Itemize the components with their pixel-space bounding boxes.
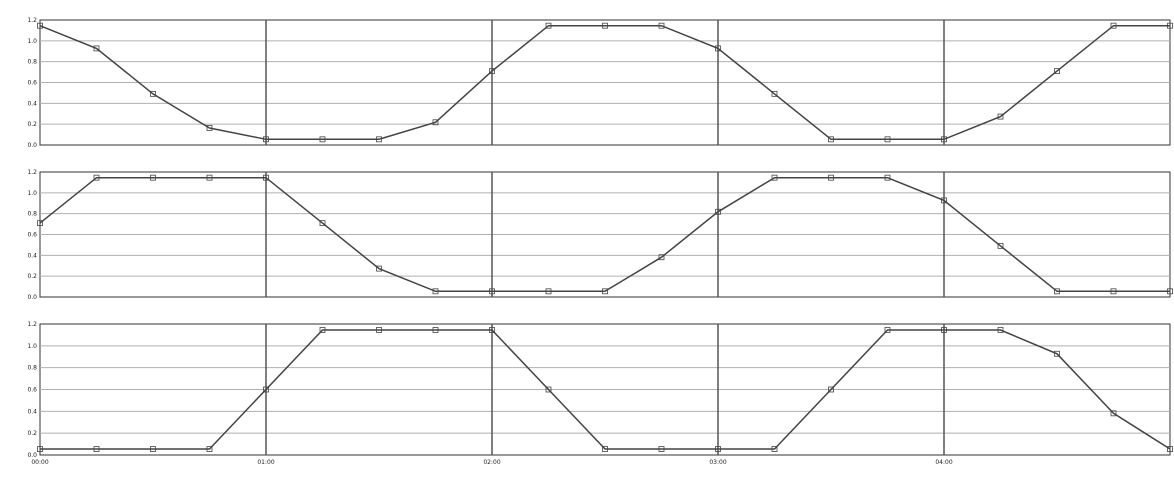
y-tick-label: 0.2 [27,430,37,437]
data-point [206,125,213,131]
data-point [884,136,891,143]
data-point [545,386,552,393]
data-point [263,386,269,393]
data-point [1054,68,1060,75]
y-tick-label: 0.2 [27,273,37,280]
data-point [941,136,947,143]
data-point [828,174,834,181]
data-point [941,197,947,204]
y-tick-label: 0.8 [27,365,37,372]
data-point [545,22,552,29]
y-tick-label: 1.0 [27,343,37,350]
y-tick-label: 0.2 [27,121,37,128]
data-point [432,288,439,295]
chart-panel-1: 1.2 1.0 0.8 0.6 0.4 0.2 0.0 [27,17,1173,149]
y-tick-label: 0.0 [27,142,37,149]
data-point [658,254,665,261]
data-point [376,265,382,272]
data-point [150,446,156,452]
data-point [150,174,156,181]
data-point [206,174,213,181]
data-point [997,113,1004,120]
x-tick-label: 04:00 [935,459,952,466]
x-tick-label: 01:00 [257,459,274,466]
data-point [1167,22,1173,29]
data-point [828,386,834,393]
data-point [602,446,608,452]
data-point [602,22,608,29]
y-tick-label: 0.8 [27,211,37,218]
data-point [884,327,891,333]
data-point [602,288,608,295]
chart-panel-3: 1.2 1.0 0.8 0.6 0.4 0.2 0.0 [27,321,1173,459]
data-point [263,136,269,143]
data-point [263,174,269,181]
y-tick-label: 0.4 [27,252,37,259]
data-point [93,45,100,52]
series-line-1 [39,24,1170,141]
data-point [206,446,213,452]
data-point [432,119,439,126]
y-tick-label: 0.8 [27,59,37,66]
data-point [771,174,778,181]
data-point [884,174,891,181]
x-tick-label: 00:00 [31,459,48,466]
y-tick-label: 1.0 [27,190,37,197]
data-point [319,220,326,227]
data-point [376,136,382,143]
y-tick-label: 0.6 [27,232,37,239]
data-point [93,174,100,181]
data-point [37,22,43,29]
y-tick-label: 1.2 [27,17,37,24]
data-point [489,68,495,75]
data-point [771,446,778,452]
data-point [93,446,100,452]
data-point [432,327,439,333]
data-point [771,90,778,97]
data-point [1110,288,1117,295]
data-point [715,208,721,215]
y-tick-label: 1.2 [27,169,37,176]
data-point [319,136,326,143]
data-point [37,446,43,452]
series-line-1 [40,329,1171,450]
series-line-1 [39,176,1170,293]
x-tick-label: 03:00 [709,459,726,466]
data-point [997,327,1004,333]
data-point [828,136,834,143]
y-tick-label: 0.4 [27,100,37,107]
data-point [715,45,721,52]
y-tick-label: 1.0 [27,38,37,45]
data-point [376,327,382,333]
data-point [658,22,665,29]
data-point [997,242,1004,249]
y-tick-label: 0.0 [27,452,37,459]
data-point [37,220,43,227]
data-point [941,327,947,333]
data-point [150,90,156,97]
y-tick-label: 0.4 [27,408,37,415]
data-point [1110,410,1117,417]
y-tick-label: 1.2 [27,321,37,328]
chart-panel-2: 1.2 1.0 0.8 0.6 0.4 0.2 0.0 [27,169,1173,301]
data-point [715,446,721,452]
y-tick-label: 0.6 [27,387,37,394]
y-tick-label: 0.0 [27,294,37,301]
data-point [1110,22,1117,29]
data-point [1054,350,1060,357]
y-tick-label: 0.6 [27,80,37,87]
data-point [545,288,552,295]
data-point [1167,446,1173,452]
data-point [319,327,326,333]
data-point [1054,288,1060,295]
data-point [489,327,495,333]
data-point [658,446,665,452]
data-point [1167,288,1173,295]
data-point [489,288,495,295]
x-tick-label: 02:00 [483,459,500,466]
